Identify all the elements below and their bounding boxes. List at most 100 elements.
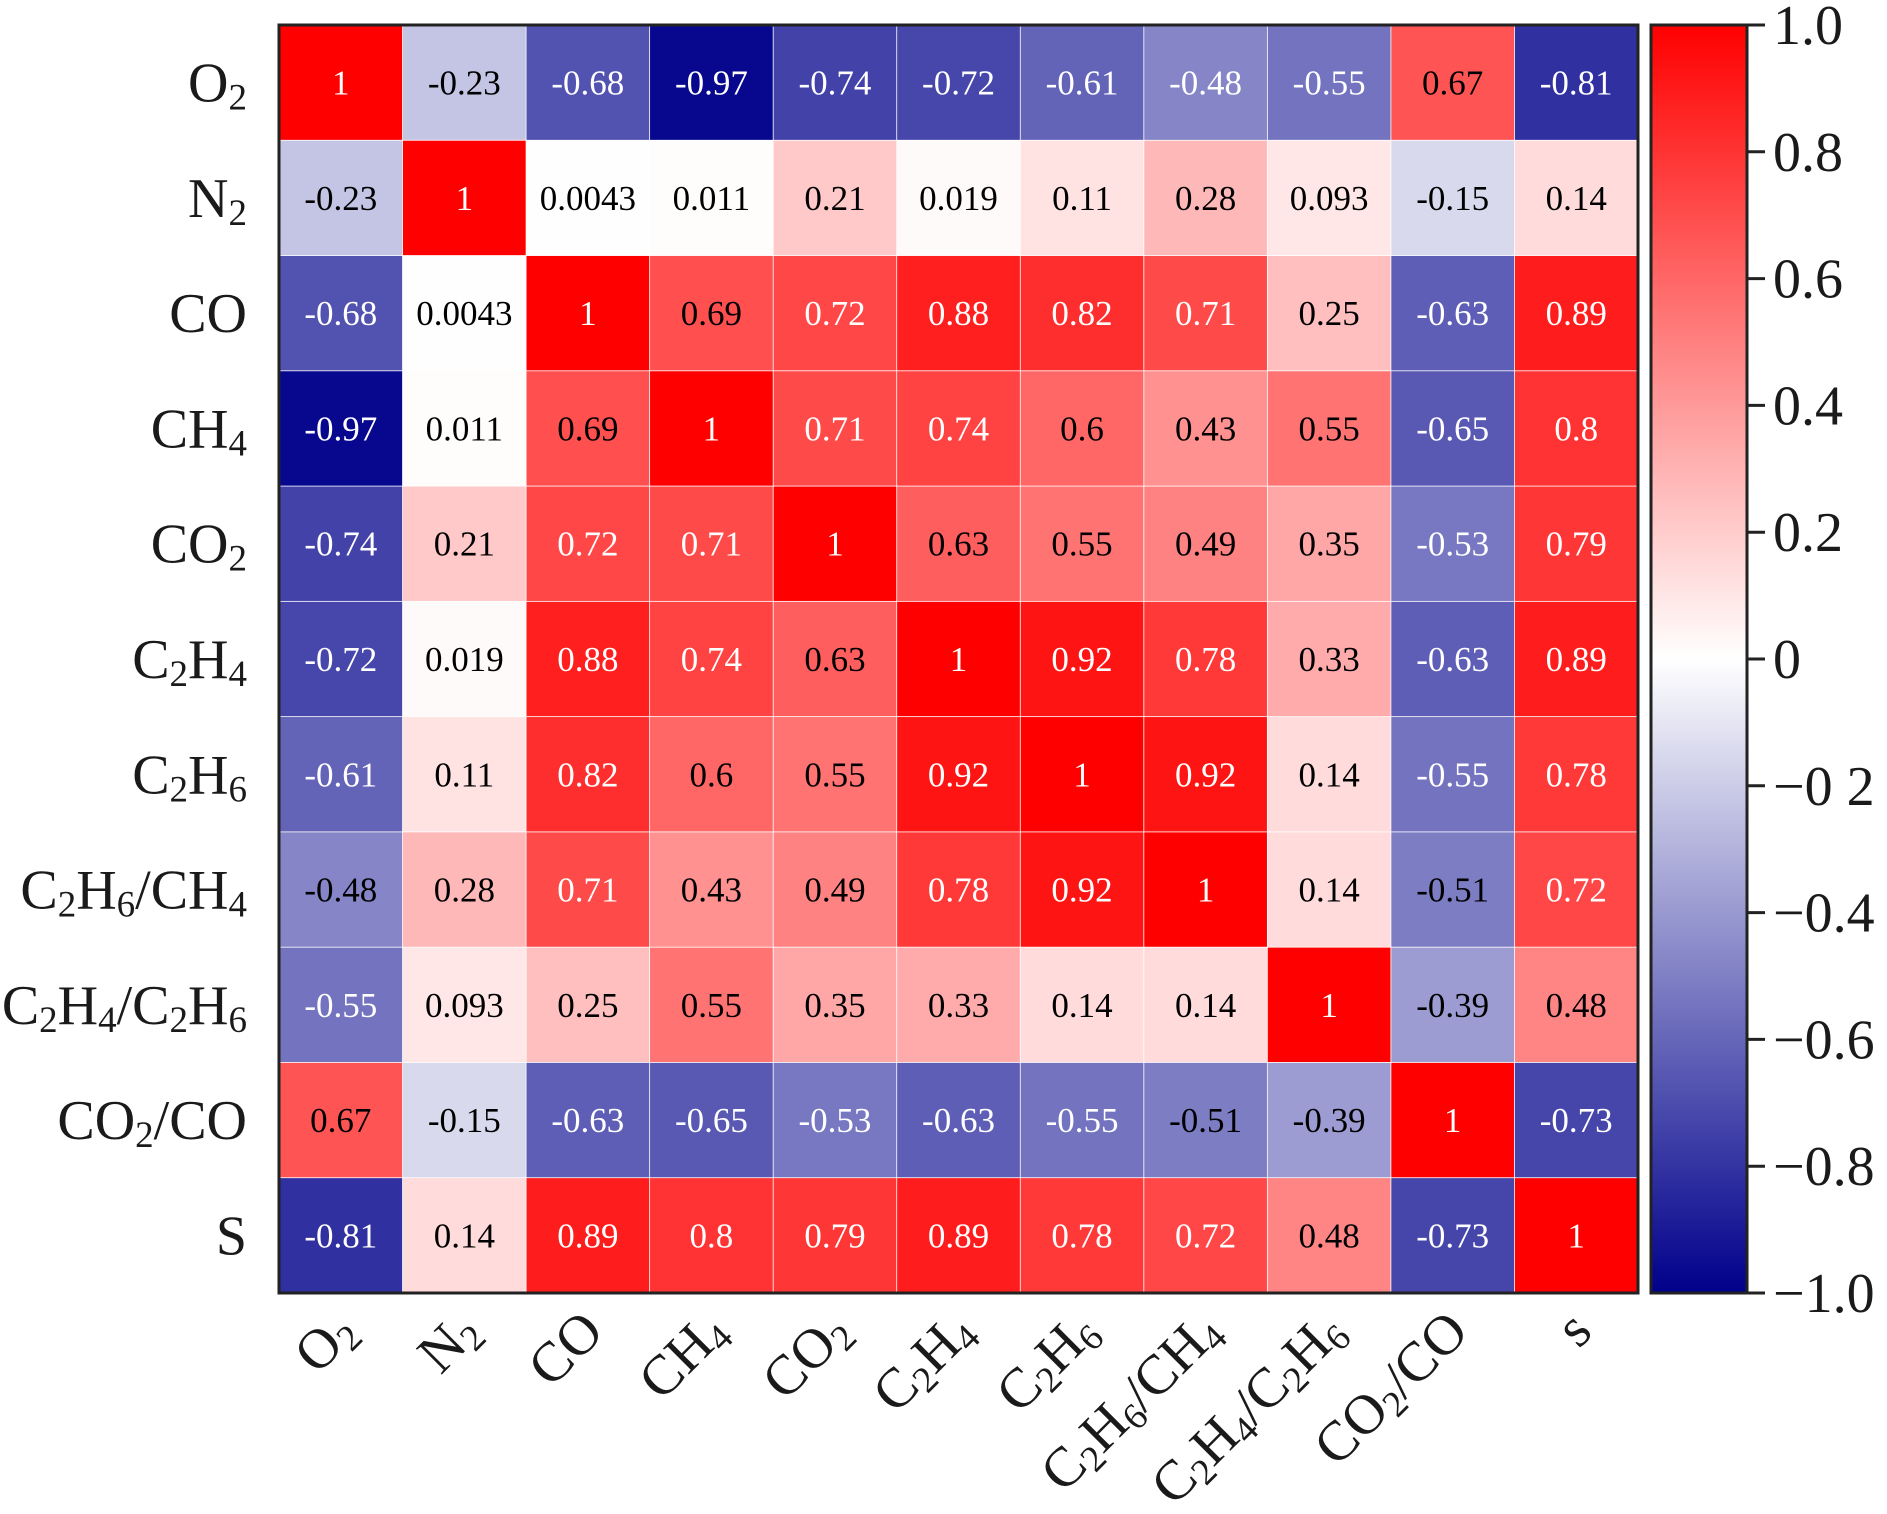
cell-value-label: 0.43 bbox=[1175, 409, 1236, 448]
cell-value-label: 0.78 bbox=[928, 871, 989, 910]
cell-value-label: 0.14 bbox=[1299, 871, 1360, 910]
heatmap-cell bbox=[402, 485, 527, 603]
row-label: C2H6 bbox=[132, 744, 247, 810]
cell-value-label: -0.74 bbox=[798, 64, 871, 103]
heatmap-cell bbox=[402, 370, 527, 487]
row-label: CO bbox=[169, 283, 247, 345]
heatmap-cell bbox=[525, 1177, 651, 1294]
cell-value-label: 1 bbox=[332, 64, 350, 103]
cell-value-label: 0.019 bbox=[919, 179, 998, 218]
cell-value-label: 0.69 bbox=[557, 409, 618, 448]
cell-value-label: -0.61 bbox=[304, 755, 377, 794]
cell-value-label: 0.67 bbox=[310, 1101, 371, 1140]
heatmap-cell bbox=[1514, 716, 1639, 833]
cell-value-label: 0.0043 bbox=[540, 179, 636, 218]
heatmap-cell bbox=[1390, 24, 1516, 142]
heatmap-cell bbox=[1266, 485, 1392, 603]
cell-value-label: 0.92 bbox=[1175, 755, 1236, 794]
cell-value-label: -0.15 bbox=[1416, 179, 1489, 218]
cell-value-label: 0.21 bbox=[434, 525, 495, 564]
colorbar-tick-label: −1.0 bbox=[1773, 1263, 1875, 1325]
colorbar-tick-label: −0.4 bbox=[1773, 883, 1875, 945]
colorbar-tick-label: 0 bbox=[1773, 629, 1801, 691]
colorbar-ticks: 1.0 0.8 0.6 0.4 0.2 0 −0 2 −0.4 −0.6 −0.8 −1.0 bbox=[1747, 0, 1875, 1325]
cell-value-label: -0.55 bbox=[1046, 1101, 1119, 1140]
heatmap-cell bbox=[1514, 485, 1639, 603]
cell-value-label: 0.011 bbox=[673, 179, 750, 218]
heatmap-cell bbox=[1514, 946, 1639, 1064]
cell-value-label: -0.74 bbox=[304, 525, 377, 564]
cell-value-label: 0.92 bbox=[1051, 640, 1112, 679]
cell-value-label: 0.71 bbox=[681, 525, 742, 564]
heatmap-border bbox=[277, 23, 1640, 1295]
cell-value-label: 0.8 bbox=[690, 1216, 734, 1255]
heatmap-cell bbox=[1390, 1177, 1516, 1294]
heatmap-cell bbox=[1143, 831, 1269, 949]
column-label: CO2 bbox=[750, 1299, 865, 1414]
heatmap-cell bbox=[1266, 831, 1392, 949]
cell-value-label: -0.48 bbox=[304, 871, 377, 910]
cell-value-label: 0.14 bbox=[1546, 179, 1607, 218]
row-label: O2 bbox=[188, 53, 247, 119]
colorbar-tick-label: 0.2 bbox=[1773, 502, 1843, 564]
heatmap-cell bbox=[896, 1177, 1022, 1294]
colorbar: 1.0 0.8 0.6 0.4 0.2 0 −0 2 −0.4 −0.6 −0.8 −1.0 bbox=[1649, 0, 1875, 1325]
cell-value-label: 0.0043 bbox=[416, 294, 512, 333]
heatmap-cell bbox=[1019, 255, 1145, 372]
colorbar-tick-label: −0.6 bbox=[1773, 1009, 1875, 1071]
heatmap-cell bbox=[772, 1177, 898, 1294]
cell-value-label: 1 bbox=[579, 294, 597, 333]
heatmap-cell bbox=[278, 1062, 404, 1179]
cell-value-label: 0.92 bbox=[928, 755, 989, 794]
cell-value-label: 0.71 bbox=[1175, 294, 1236, 333]
heatmap-cell bbox=[1019, 139, 1145, 257]
cell-value-label: 0.92 bbox=[1051, 871, 1112, 910]
heatmap-cell bbox=[402, 24, 527, 142]
heatmap-cell bbox=[772, 716, 898, 833]
heatmap-cell bbox=[1266, 600, 1392, 718]
cell-value-label: 0.72 bbox=[804, 294, 865, 333]
cell-value-label: 0.63 bbox=[928, 525, 989, 564]
cell-value-label: -0.61 bbox=[1046, 64, 1119, 103]
heatmap-cell bbox=[402, 831, 527, 949]
cell-value-label: 0.72 bbox=[1175, 1216, 1236, 1255]
cell-value-label: -0.68 bbox=[551, 64, 624, 103]
cell-value-label: -0.97 bbox=[675, 64, 748, 103]
heatmap-cell bbox=[1514, 139, 1639, 257]
cell-value-label: 1 bbox=[703, 409, 721, 448]
cell-value-label: 0.72 bbox=[557, 525, 618, 564]
heatmap-cell bbox=[896, 370, 1022, 487]
heatmap-cell bbox=[1390, 946, 1516, 1064]
heatmap-cell bbox=[1143, 1062, 1269, 1179]
heatmap-cell bbox=[1019, 1062, 1145, 1179]
cell-value-label: 0.69 bbox=[681, 294, 742, 333]
cell-value-label: 0.11 bbox=[1052, 179, 1112, 218]
cell-value-label: -0.65 bbox=[1416, 409, 1489, 448]
heatmap-cell bbox=[896, 485, 1022, 603]
cell-value-label: 0.093 bbox=[1290, 179, 1369, 218]
cell-value-label: 0.14 bbox=[1051, 986, 1112, 1025]
cell-value-label: 0.8 bbox=[1554, 409, 1598, 448]
heatmap-cell bbox=[525, 485, 651, 603]
cell-value-label: -0.55 bbox=[1293, 64, 1366, 103]
cell-value-label: -0.39 bbox=[1416, 986, 1489, 1025]
heatmap-cell bbox=[649, 485, 775, 603]
cell-value-label: -0.23 bbox=[304, 179, 377, 218]
cell-value-label: 0.49 bbox=[804, 871, 865, 910]
cell-value-label: 0.49 bbox=[1175, 525, 1236, 564]
cell-value-label: 0.79 bbox=[1546, 525, 1607, 564]
cell-value-label: 0.33 bbox=[928, 986, 989, 1025]
cell-value-label: 0.28 bbox=[1175, 179, 1236, 218]
cell-value-label: -0.48 bbox=[1169, 64, 1242, 103]
heatmap-cell bbox=[772, 485, 898, 603]
heatmap-cell bbox=[402, 600, 527, 718]
heatmap-cell bbox=[1143, 24, 1269, 142]
heatmap-cell bbox=[278, 1177, 404, 1294]
heatmap-cell bbox=[278, 139, 404, 257]
cell-value-label: 0.88 bbox=[928, 294, 989, 333]
cell-value-label: -0.65 bbox=[675, 1101, 748, 1140]
row-label: CO2 bbox=[151, 514, 247, 580]
cell-value-label: -0.72 bbox=[922, 64, 995, 103]
heatmap-cell bbox=[1390, 485, 1516, 603]
